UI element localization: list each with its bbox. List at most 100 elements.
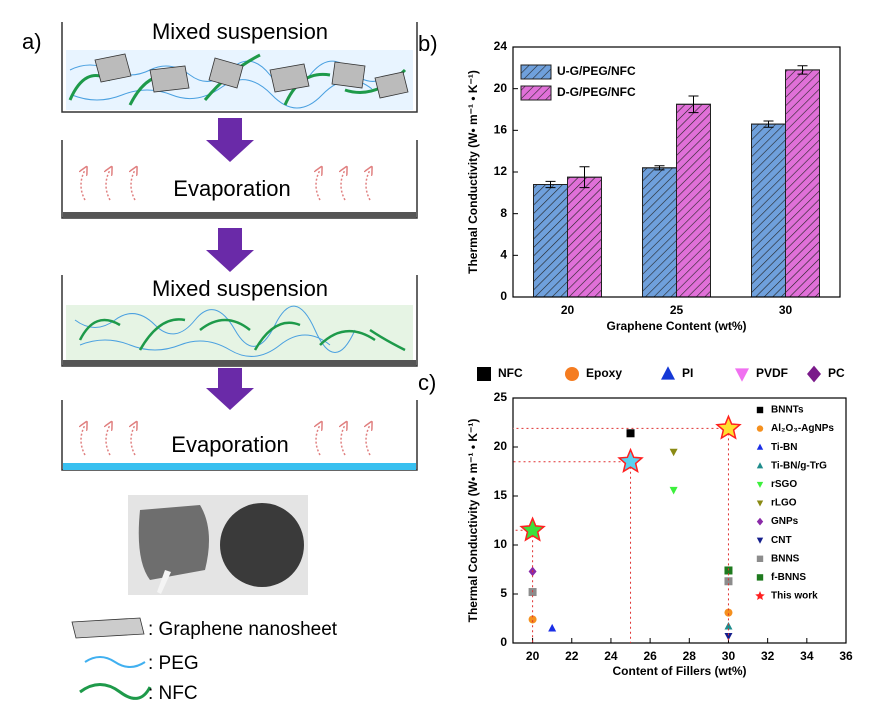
legend-label: Ti-BN bbox=[771, 442, 797, 453]
panel-label: b) bbox=[418, 31, 438, 56]
process-arrow bbox=[206, 228, 254, 272]
legend-label: CNT bbox=[771, 535, 792, 546]
x-tick-label: 36 bbox=[839, 649, 853, 663]
step-label: Mixed suspension bbox=[152, 276, 328, 301]
bar-hatch bbox=[676, 103, 711, 298]
y-axis-label: Thermal Conductivity (W• m⁻¹ • K⁻¹) bbox=[466, 70, 480, 274]
legend-label: U-G/PEG/NFC bbox=[557, 64, 636, 78]
data-point bbox=[626, 429, 635, 438]
data-point bbox=[724, 577, 733, 586]
data-point bbox=[724, 608, 733, 617]
guide-line bbox=[513, 529, 534, 643]
matrix-legend-label: NFC bbox=[498, 366, 523, 380]
plot-frame bbox=[512, 397, 847, 644]
step-label: Evaporation bbox=[173, 176, 290, 201]
bar-hatch bbox=[785, 69, 820, 298]
guide-line bbox=[513, 427, 729, 643]
matrix-legend-marker bbox=[565, 367, 579, 381]
bar-hatch bbox=[751, 123, 786, 298]
y-tick-label: 20 bbox=[494, 81, 508, 95]
matrix-legend-label: PI bbox=[682, 366, 693, 380]
legend-label: BNNTs bbox=[771, 405, 804, 416]
legend-label: : Graphene nanosheet bbox=[148, 619, 338, 640]
graphene-sheets bbox=[94, 53, 409, 99]
x-axis-label: Content of Fillers (wt%) bbox=[613, 664, 747, 678]
x-tick-label: 22 bbox=[565, 649, 579, 663]
legend-marker bbox=[756, 537, 764, 544]
y-tick-label: 0 bbox=[500, 635, 507, 649]
x-tick-label: 20 bbox=[526, 649, 540, 663]
x-tick-label: 26 bbox=[643, 649, 657, 663]
y-tick-label: 15 bbox=[494, 488, 508, 502]
matrix-legend-marker bbox=[477, 367, 491, 381]
data-point bbox=[724, 621, 733, 630]
film-layer bbox=[63, 360, 416, 366]
legend-label: Ti-BN/g-TrG bbox=[771, 460, 827, 471]
panel-label: c) bbox=[418, 370, 436, 395]
x-tick-label: 30 bbox=[722, 649, 736, 663]
x-tick-label: 24 bbox=[604, 649, 618, 663]
peg-chain bbox=[74, 305, 356, 357]
plot-frame bbox=[512, 46, 841, 298]
data-point bbox=[724, 566, 733, 575]
y-tick-label: 0 bbox=[500, 289, 507, 303]
x-tick-label: 30 bbox=[779, 303, 793, 317]
error-bar bbox=[797, 65, 808, 75]
bar-hatch bbox=[642, 167, 677, 298]
container bbox=[61, 22, 418, 113]
matrix-legend-label: PVDF bbox=[756, 366, 788, 380]
error-bar bbox=[688, 95, 699, 114]
x-tick-label: 20 bbox=[561, 303, 575, 317]
data-point bbox=[724, 632, 733, 641]
x-tick-label: 32 bbox=[761, 649, 775, 663]
y-tick-label: 4 bbox=[500, 248, 507, 262]
y-tick-label: 5 bbox=[500, 586, 507, 600]
error-bar bbox=[763, 120, 774, 128]
y-tick-label: 8 bbox=[500, 206, 507, 220]
legend-label: : PEG bbox=[148, 653, 199, 674]
photo-tweezer bbox=[157, 570, 171, 594]
matrix-legend-label: Epoxy bbox=[586, 366, 622, 380]
schematic: a) Mixed suspension Evaporation Mixed su… bbox=[22, 19, 418, 704]
legend-marker bbox=[755, 591, 765, 601]
legend-hatch bbox=[520, 64, 552, 80]
matrix-legend-marker bbox=[661, 366, 675, 380]
legend-label: D-G/PEG/NFC bbox=[557, 85, 636, 99]
legend-label: This work bbox=[771, 591, 818, 602]
legend-marker bbox=[756, 481, 764, 488]
film-layer bbox=[63, 212, 416, 218]
x-tick-label: 28 bbox=[683, 649, 697, 663]
y-tick-label: 25 bbox=[494, 390, 508, 404]
process-arrow bbox=[206, 368, 254, 410]
error-bar bbox=[579, 166, 590, 189]
legend-marker bbox=[756, 574, 764, 581]
y-tick-label: 20 bbox=[494, 439, 508, 453]
data-point bbox=[548, 623, 557, 632]
legend-marker bbox=[756, 555, 764, 562]
matrix-legend-marker bbox=[807, 365, 821, 383]
y-tick-label: 10 bbox=[494, 537, 508, 551]
legend-label: : NFC bbox=[148, 683, 198, 704]
photo-disc bbox=[220, 503, 304, 587]
bar-hatch bbox=[533, 184, 568, 298]
x-axis-label: Graphene Content (wt%) bbox=[607, 319, 747, 333]
process-arrow bbox=[206, 118, 254, 162]
matrix-legend-label: PC bbox=[828, 366, 845, 380]
error-bar bbox=[545, 180, 556, 189]
legend-label: rSGO bbox=[771, 479, 797, 490]
y-tick-label: 24 bbox=[494, 39, 508, 53]
data-point bbox=[715, 414, 742, 440]
data-point bbox=[669, 486, 678, 495]
nfc-chain bbox=[78, 318, 406, 352]
legend-marker bbox=[756, 425, 764, 432]
legend-label: Al₂O₃-AgNPs bbox=[771, 423, 834, 434]
legend-marker bbox=[756, 517, 764, 526]
data-point bbox=[528, 615, 537, 624]
guide-line bbox=[513, 461, 632, 643]
graphene-icon bbox=[71, 617, 145, 639]
legend-hatch bbox=[520, 85, 552, 101]
error-bar bbox=[654, 165, 665, 171]
y-tick-label: 16 bbox=[494, 123, 508, 137]
legend-label: GNPs bbox=[771, 516, 799, 527]
